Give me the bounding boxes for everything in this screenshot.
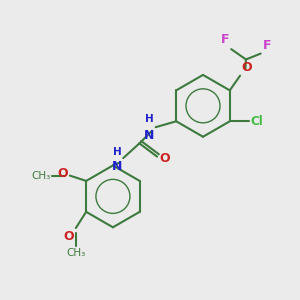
Text: O: O [241,61,252,74]
Text: O: O [159,152,170,165]
Text: F: F [220,33,229,46]
Text: N: N [144,129,154,142]
Text: N: N [111,160,122,173]
Text: F: F [263,39,272,52]
Text: CH₃: CH₃ [31,171,50,181]
Text: Cl: Cl [250,115,263,128]
Text: H: H [146,114,154,124]
Text: O: O [64,230,74,242]
Text: H: H [113,147,122,157]
Text: CH₃: CH₃ [66,248,85,258]
Text: O: O [58,167,68,180]
